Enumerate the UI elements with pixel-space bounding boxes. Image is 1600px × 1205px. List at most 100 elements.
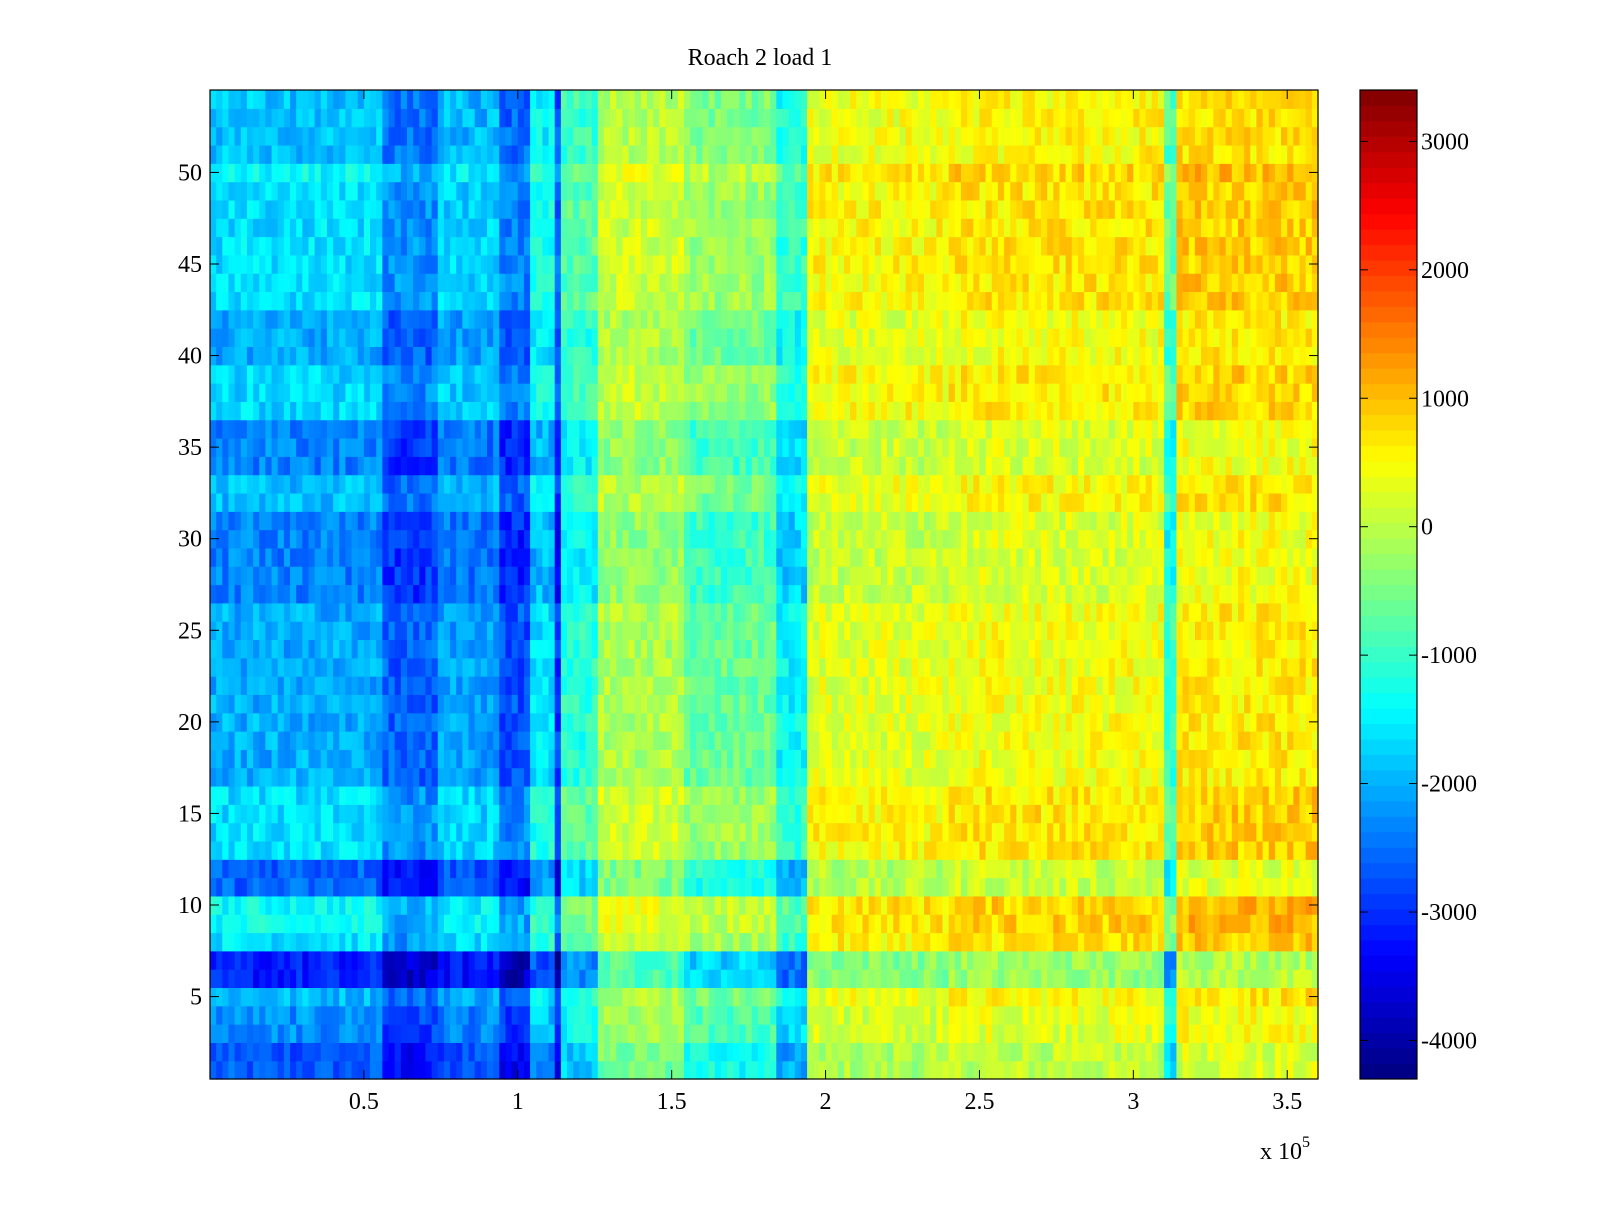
heat-cell <box>1299 767 1307 787</box>
heat-cell <box>800 694 808 714</box>
heat-cell <box>702 621 710 641</box>
heat-cell <box>794 676 802 695</box>
heat-cell <box>376 1005 383 1025</box>
heat-cell <box>326 987 334 1007</box>
heat-cell <box>745 1060 753 1080</box>
heat-cell <box>382 676 390 695</box>
heat-cell <box>813 950 820 970</box>
heat-cell <box>351 785 359 805</box>
heat-cell <box>1287 639 1294 659</box>
heat-cell <box>425 914 433 934</box>
heat-cell <box>616 877 624 897</box>
heat-cell <box>1145 804 1153 824</box>
heat-cell <box>634 584 642 604</box>
heat-cell <box>1237 712 1245 732</box>
heat-cell <box>702 822 710 842</box>
heat-cell <box>499 621 507 641</box>
heat-cell <box>997 914 1005 934</box>
heat-cell <box>770 1042 777 1062</box>
heat-cell <box>382 822 390 842</box>
heat-cell <box>1053 804 1061 824</box>
heat-cell <box>671 804 679 824</box>
heat-cell <box>419 1060 427 1080</box>
heat-cell <box>283 584 291 604</box>
heat-cell <box>720 859 728 879</box>
heat-cell <box>1151 676 1159 695</box>
heat-cell <box>659 602 667 622</box>
heat-cell <box>1034 969 1042 989</box>
heat-cell <box>394 566 402 586</box>
heat-cell <box>1287 1042 1294 1062</box>
heat-cell <box>573 895 580 915</box>
heat-cell <box>1293 1005 1301 1025</box>
heat-cell <box>283 694 291 714</box>
heat-cell <box>1004 676 1011 695</box>
heat-cell <box>1182 749 1190 769</box>
heat-cell <box>357 914 365 934</box>
heat-cell <box>825 804 833 824</box>
heat-cell <box>462 1042 470 1062</box>
heat-cell <box>1071 712 1079 732</box>
heat-cell <box>1053 602 1061 622</box>
heat-cell <box>585 840 593 860</box>
heat-cell <box>782 749 790 769</box>
heat-cell <box>862 1060 870 1080</box>
heat-cell <box>326 859 334 879</box>
heat-cell <box>431 657 439 677</box>
heat-cell <box>419 987 427 1007</box>
heat-cell <box>1237 639 1245 659</box>
heat-cell <box>665 1042 673 1062</box>
heat-cell <box>991 1060 999 1080</box>
heat-cell <box>499 987 507 1007</box>
heat-cell <box>357 895 365 915</box>
heat-cell <box>610 895 617 915</box>
heat-cell <box>1004 969 1011 989</box>
heat-cell <box>443 895 451 915</box>
heat-cell <box>351 712 359 732</box>
heat-cell <box>394 969 402 989</box>
heat-cell <box>1182 914 1190 934</box>
heat-cell <box>283 566 291 586</box>
heat-cell <box>874 785 882 805</box>
heat-cell <box>567 1042 574 1062</box>
heat-cell <box>1090 602 1097 622</box>
heat-cell <box>339 639 347 659</box>
heat-cell <box>1022 969 1030 989</box>
heat-cell <box>1151 859 1159 879</box>
heat-cell <box>702 676 710 695</box>
heat-cell <box>357 584 365 604</box>
heat-cell <box>308 639 316 659</box>
heat-cell <box>1047 657 1054 677</box>
heat-cell <box>456 566 463 586</box>
heat-cell <box>1244 1060 1251 1080</box>
heat-cell <box>610 1024 617 1043</box>
heat-cell <box>899 621 907 641</box>
heat-cell <box>603 694 611 714</box>
heat-cell <box>647 950 654 970</box>
heat-cell <box>1281 694 1288 714</box>
heat-cell <box>917 822 925 842</box>
heat-cell <box>1244 749 1251 769</box>
heat-cell <box>234 914 242 934</box>
heat-cell <box>382 1005 390 1025</box>
heat-cell <box>844 676 851 695</box>
heat-cell <box>240 566 248 586</box>
heat-cell <box>499 1024 507 1043</box>
heat-cell <box>302 676 310 695</box>
heat-cell <box>1145 621 1153 641</box>
heat-cell <box>1244 877 1251 897</box>
heat-cell <box>991 584 999 604</box>
heat-cell <box>844 1005 851 1025</box>
heat-cell <box>314 859 322 879</box>
heat-cell <box>210 639 217 659</box>
heat-cell <box>462 584 470 604</box>
heat-cell <box>1059 804 1067 824</box>
heat-cell <box>1274 639 1282 659</box>
heat-cell <box>443 822 451 842</box>
heat-cell <box>819 969 827 989</box>
heat-cell <box>683 950 691 970</box>
heat-cell <box>1022 1005 1030 1025</box>
heat-cell <box>757 657 765 677</box>
heat-cell <box>936 1060 944 1080</box>
heat-cell <box>948 914 956 934</box>
